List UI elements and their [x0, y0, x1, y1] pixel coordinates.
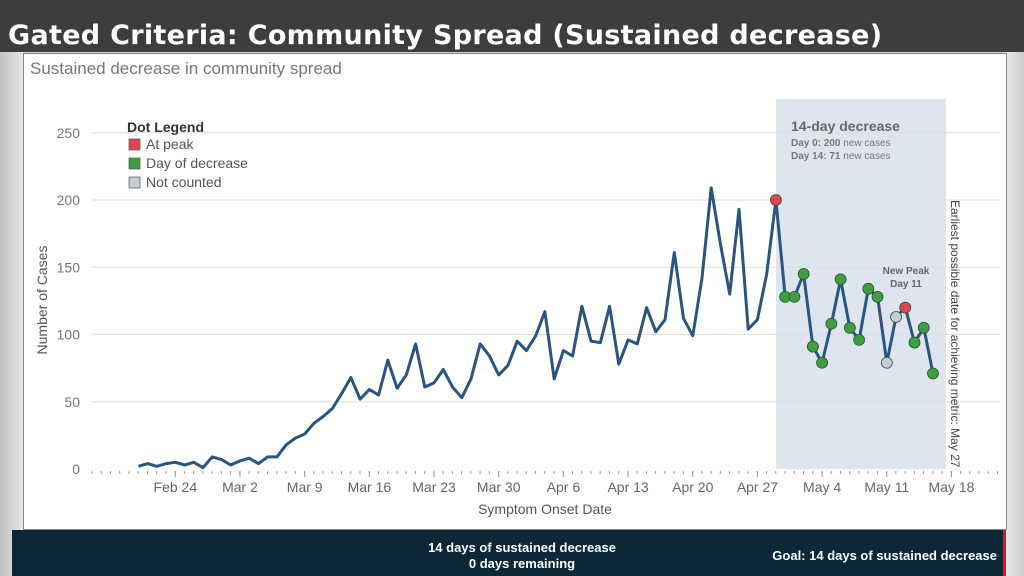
- x-tick-label: Mar 9: [287, 479, 323, 495]
- status-bar: 14 days of sustained decrease 0 days rem…: [12, 530, 1006, 576]
- y-tick-label: 0: [72, 461, 80, 477]
- dot-peak: [899, 301, 912, 314]
- legend-title: Dot Legend: [127, 119, 204, 135]
- dot-decrease: [871, 290, 884, 303]
- dot-decrease: [853, 333, 865, 346]
- x-tick-label: Mar 2: [222, 479, 258, 495]
- status-line-2: 0 days remaining: [468, 556, 576, 571]
- x-tick-label: Apr 13: [607, 479, 648, 495]
- dot-decrease: [816, 356, 829, 369]
- dot-not-counted: [890, 311, 902, 323]
- x-tick-label: Apr 6: [547, 479, 581, 495]
- x-tick-label: Mar 16: [348, 479, 392, 495]
- legend-swatch-not-counted: [128, 176, 141, 189]
- x-tick-label: Mar 23: [412, 479, 456, 495]
- x-tick-label: May 4: [803, 479, 841, 495]
- x-tick-label: Feb 24: [154, 479, 198, 495]
- annotation-day: Day 11: [890, 279, 922, 290]
- status-line-1: 14 days of sustained decrease: [428, 540, 616, 555]
- dot-peak: [770, 194, 782, 206]
- legend-label: At peak: [146, 136, 194, 152]
- dot-decrease: [862, 282, 875, 295]
- dot-decrease: [834, 273, 847, 286]
- earliest-date-note: Earliest possible date for achieving met…: [948, 200, 962, 468]
- dot-decrease: [825, 317, 838, 330]
- y-tick-label: 50: [64, 394, 80, 410]
- x-tick-label: Apr 20: [672, 479, 713, 495]
- y-tick-label: 100: [57, 327, 81, 343]
- left-margin: [0, 52, 23, 576]
- chart-title: Sustained decrease in community spread: [30, 59, 342, 78]
- right-margin: [1006, 52, 1024, 576]
- region-day0: Day 0: 200 new cases: [791, 138, 891, 149]
- legend-swatch-peak: [128, 138, 141, 151]
- dot-decrease: [788, 290, 801, 303]
- annotation-new-peak: New Peak: [883, 266, 930, 277]
- dot-decrease: [797, 268, 810, 280]
- dot-decrease: [927, 367, 939, 380]
- dot-decrease: [806, 340, 819, 353]
- legend-label: Not counted: [146, 174, 222, 190]
- title-bar: [0, 0, 1024, 52]
- x-tick-label: Apr 27: [737, 479, 778, 495]
- y-tick-label: 200: [57, 192, 81, 208]
- cases-line: [137, 186, 935, 470]
- x-axis-label: Symptom Onset Date: [478, 501, 612, 517]
- x-tick-label: May 11: [864, 479, 909, 495]
- dot-decrease: [843, 321, 856, 334]
- y-axis-label: Number of Cases: [34, 246, 50, 355]
- region-title: 14-day decrease: [791, 118, 900, 134]
- legend-swatch-decrease: [128, 157, 141, 170]
- y-tick-label: 250: [57, 125, 81, 141]
- page-title: Gated Criteria: Community Spread (Sustai…: [8, 20, 883, 51]
- region-day14: Day 14: 71 new cases: [791, 151, 891, 162]
- dot-not-counted: [880, 356, 893, 369]
- goal-label: Goal: 14 days of sustained decrease: [772, 548, 997, 563]
- dot-decrease: [908, 336, 921, 349]
- x-tick-label: Mar 30: [477, 479, 521, 495]
- x-tick-label: May 18: [929, 479, 975, 495]
- legend-label: Day of decrease: [146, 155, 248, 171]
- dot-decrease: [917, 321, 930, 334]
- y-tick-label: 150: [57, 259, 81, 275]
